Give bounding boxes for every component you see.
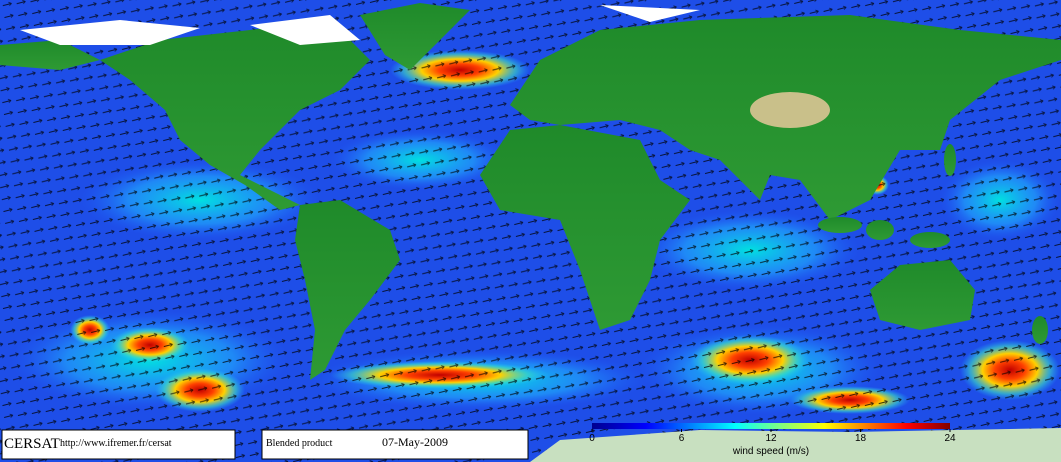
colorbar-label: wind speed (m/s) [732, 446, 809, 457]
tick-label: 6 [679, 433, 685, 444]
url: http://www.ifremer.fr/cersat [60, 438, 172, 449]
tick-label: 12 [765, 433, 777, 444]
logo: CERSAT [4, 436, 60, 452]
footer-box [1, 429, 236, 460]
colorbar-ramp [592, 423, 950, 429]
date: 07-May-2009 [382, 435, 448, 449]
colorbar: wind speed (m/s) 0 6 12 18 24 [589, 423, 956, 457]
tick-label: 0 [589, 433, 595, 444]
footer-box [261, 429, 529, 460]
footer: CERSAT http://www.ifremer.fr/cersat Blen… [1, 429, 529, 460]
colorbar-ticks: 0 6 12 18 24 [589, 429, 956, 444]
land [0, 3, 1061, 462]
tick-label: 24 [944, 433, 956, 444]
tick-label: 18 [855, 433, 867, 444]
product: Blended product [266, 438, 333, 449]
